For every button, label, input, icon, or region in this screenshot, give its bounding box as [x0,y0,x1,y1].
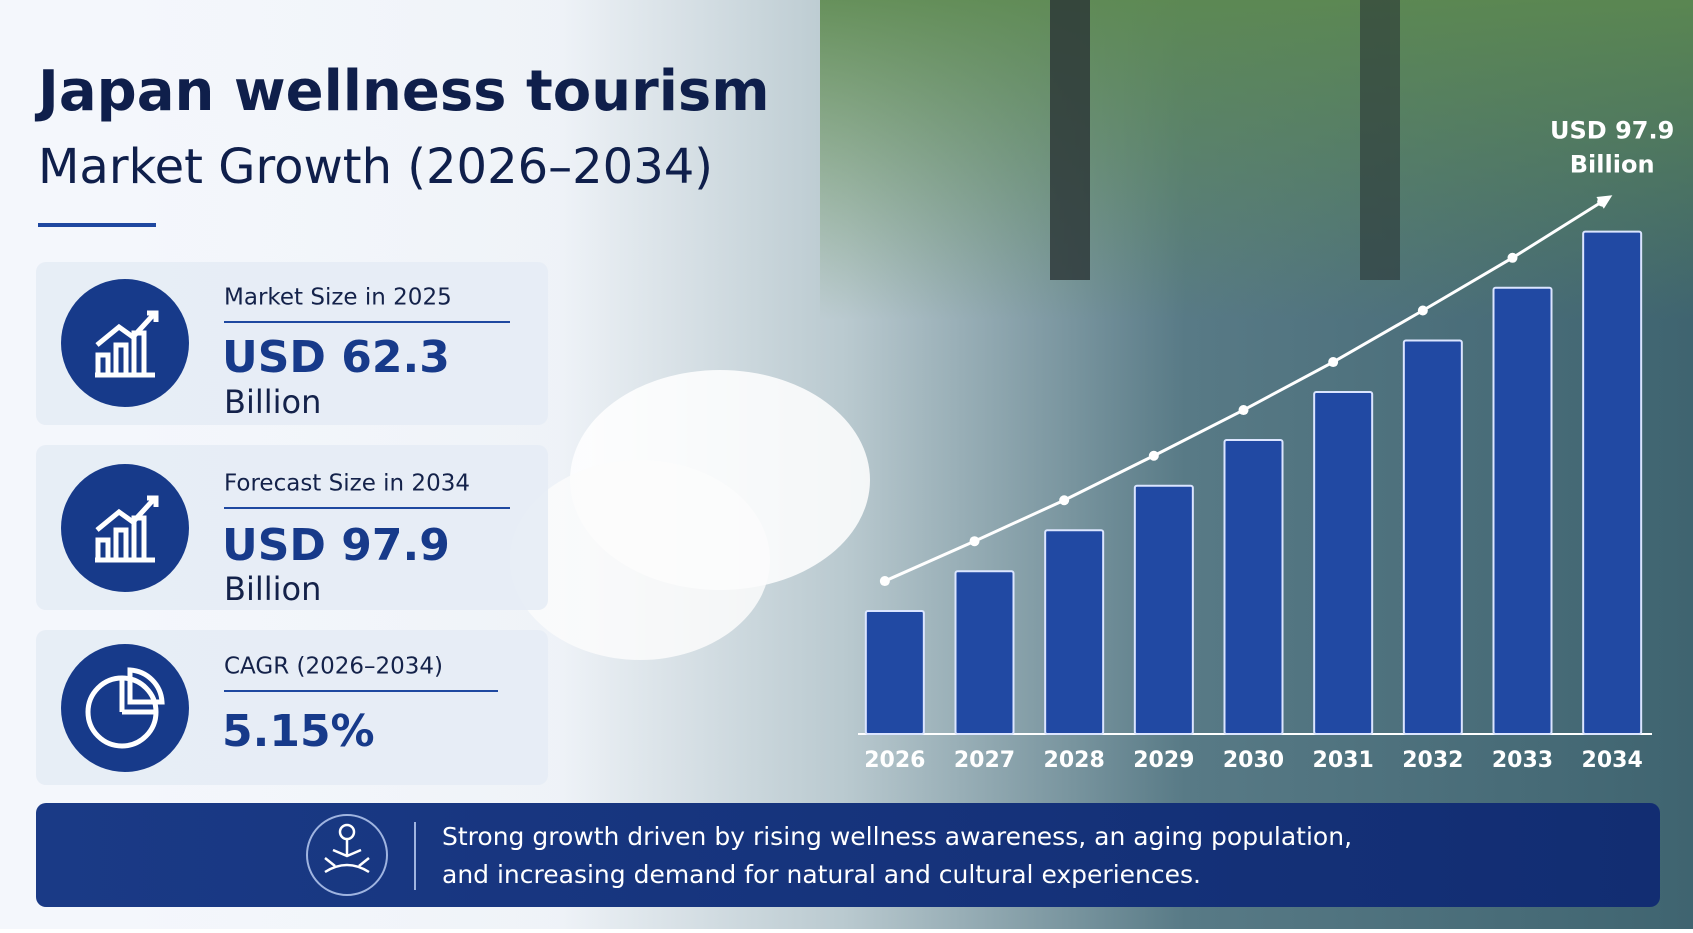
footer-icon [338,823,356,841]
trend-point [1328,357,1339,368]
x-tick-label: 2026 [864,748,925,773]
foliage [820,0,1693,320]
bar [1223,439,1284,735]
footer-text: and increasing demand for natural and cu… [442,860,1201,889]
card: Market Size in 2025 USD 62.3 Billion [36,262,548,425]
bar [864,610,925,735]
bar [1402,339,1463,735]
trend-point [1597,196,1608,207]
x-tick-label: 2034 [1582,748,1643,773]
card-value: USD 97.9 [222,520,450,571]
trend-point [1238,405,1249,416]
bar [1044,529,1105,736]
trend-point [969,536,980,547]
x-tick-label: 2028 [1044,748,1105,773]
card: Forecast Size in 2034 USD 97.9 Billion [36,445,548,610]
icon [61,644,189,772]
x-tick-label: 2033 [1492,748,1553,773]
footer: Strong growth driven by rising wellness … [36,803,1660,907]
accent [38,223,156,227]
card-unit: Billion [224,383,321,421]
bar-chart: 2026 2027 2028 2029 2030 2031 2032 2033 2034 USD … [858,117,1674,773]
card-label: Forecast Size in 2034 [224,471,470,497]
bar [1133,484,1194,736]
icon-glyph [95,495,159,563]
icon-glyph [95,310,159,378]
subtitle: Market Growth (2026–2034) [38,139,713,195]
icon-glyph [119,667,165,715]
trend-point [1507,252,1518,263]
x-tick-label: 2031 [1313,748,1374,773]
value-label: USD 97.9 Billion [1550,117,1674,179]
bar [1313,391,1374,735]
footer-icon [324,840,370,874]
card-label: Market Size in 2025 [224,285,452,311]
x-tick-label: 2030 [1223,748,1284,773]
bar [1582,230,1643,736]
x-tick-label: 2029 [1133,748,1194,773]
x-tick-label: 2027 [954,748,1015,773]
card-value: 5.15% [222,706,375,757]
trend-point [879,576,890,587]
bar [1492,286,1553,735]
trend-point [1148,450,1159,461]
footer-text: Strong growth driven by rising wellness … [442,822,1352,851]
card-label: CAGR (2026–2034) [224,654,443,680]
trend-point [1417,305,1428,316]
window-frame [1050,0,1090,280]
card-value: USD 62.3 [222,332,450,383]
footer-bg [36,803,1660,907]
card: CAGR (2026–2034) 5.15% [36,630,548,785]
bar [954,570,1015,736]
x-tick-label: 2032 [1402,748,1463,773]
window-frame [1360,0,1400,280]
footer-icon [306,814,388,896]
trend-point [1059,495,1070,506]
card-unit: Billion [224,570,321,608]
title: Japan wellness tourism [34,59,770,124]
